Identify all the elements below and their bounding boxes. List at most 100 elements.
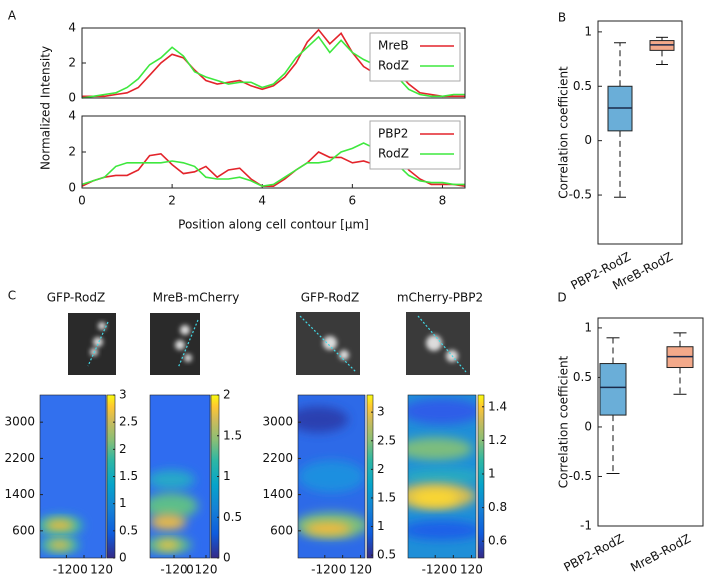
colorbar-tick-label: 2.5 bbox=[119, 415, 138, 429]
cell-signal bbox=[180, 325, 190, 335]
y-tick-label: 4 bbox=[68, 109, 76, 123]
kymograph-intensity bbox=[408, 468, 476, 485]
contour-line bbox=[177, 319, 199, 369]
colorbar-tick-label: 1.5 bbox=[223, 428, 242, 442]
y-tick-label: 0.5 bbox=[573, 370, 592, 384]
y-tick-label: -0.5 bbox=[569, 188, 592, 202]
cell-signal bbox=[184, 354, 192, 362]
kymograph-intensity bbox=[156, 540, 180, 550]
cell-signal bbox=[98, 322, 106, 330]
colorbar-tick-label: 1 bbox=[119, 496, 127, 510]
x-tick-label: -120 bbox=[422, 563, 449, 576]
x-tick-label: -120 bbox=[160, 563, 187, 576]
kymograph bbox=[150, 395, 210, 558]
colorbar-tick-label: 3 bbox=[377, 405, 385, 419]
y-tick-label: 2200 bbox=[262, 451, 293, 465]
colorbar-tick-label: 1 bbox=[223, 469, 231, 483]
kymograph-intensity bbox=[45, 519, 75, 532]
y-tick-label: 0.5 bbox=[573, 79, 592, 93]
x-tick-label: 2 bbox=[168, 194, 176, 208]
y-tick-label: 600 bbox=[12, 523, 35, 537]
cell-signal bbox=[93, 337, 103, 347]
kymograph-intensity bbox=[150, 513, 186, 531]
contour-line bbox=[299, 315, 357, 373]
colorbar-tick-label: 0 bbox=[119, 551, 127, 565]
kymograph-intensity bbox=[408, 437, 473, 461]
x-axis-label: Position along cell contour [μm] bbox=[178, 218, 369, 232]
colorbar-tick-label: 2.5 bbox=[377, 433, 396, 447]
legend-label: PBP2 bbox=[378, 127, 408, 141]
cell-signal bbox=[323, 336, 337, 350]
kymograph-intensity bbox=[150, 492, 198, 519]
legend-label: RodZ bbox=[378, 59, 409, 73]
kymograph-intensity bbox=[408, 398, 476, 425]
y-tick-label: 1 bbox=[584, 24, 592, 38]
y-tick-label: 1400 bbox=[4, 487, 35, 501]
colorbar-tick-label: 2 bbox=[223, 388, 231, 402]
colorbar-tick-label: 1.5 bbox=[377, 490, 396, 504]
x-tick-label: MreB-RodZ bbox=[628, 531, 693, 574]
x-tick-label: 0 bbox=[450, 563, 458, 576]
panel-label: D bbox=[557, 291, 566, 305]
y-tick-label: 600 bbox=[270, 523, 293, 537]
cell-signal bbox=[175, 340, 185, 350]
panel-title: mCherry-PBP2 bbox=[397, 291, 483, 305]
kymograph-intensity bbox=[47, 540, 72, 550]
y-tick-label: 3000 bbox=[262, 415, 293, 429]
x-tick-label: 0 bbox=[78, 194, 86, 208]
x-tick-label: 0 bbox=[80, 563, 88, 576]
x-tick-label: 120 bbox=[195, 563, 218, 576]
panel-title: GFP-RodZ bbox=[301, 291, 359, 305]
heatmap-frame bbox=[39, 394, 107, 559]
x-tick-label: 120 bbox=[349, 563, 372, 576]
colorbar-tick-label: 0.5 bbox=[377, 548, 396, 562]
kymograph-intensity bbox=[298, 406, 349, 433]
colorbar bbox=[366, 394, 374, 559]
x-tick-label: 120 bbox=[90, 563, 113, 576]
contour-line bbox=[87, 321, 109, 367]
panel-label: C bbox=[8, 289, 16, 303]
legend-label: RodZ bbox=[378, 147, 409, 161]
panel-title: MreB-mCherry bbox=[153, 291, 240, 305]
colorbar-tick-label: 3 bbox=[119, 388, 127, 402]
heatmap-frame bbox=[149, 394, 211, 559]
heatmap-frame bbox=[297, 394, 366, 559]
y-tick-label: 1400 bbox=[262, 487, 293, 501]
micrograph bbox=[68, 313, 116, 375]
axes-frame bbox=[81, 27, 466, 99]
y-tick-label: 0 bbox=[68, 91, 76, 105]
kymograph bbox=[408, 395, 476, 558]
colorbar-tick-label: 1 bbox=[488, 466, 496, 480]
x-tick-label: 6 bbox=[349, 194, 357, 208]
kymograph-intensity bbox=[150, 469, 195, 490]
legend-label: MreB bbox=[378, 39, 409, 53]
colorbar-tick-label: 0.6 bbox=[488, 534, 507, 548]
x-tick-label: 0 bbox=[186, 563, 194, 576]
axes-frame bbox=[597, 20, 683, 245]
colorbar-tick-label: 0 bbox=[223, 551, 231, 565]
colorbar-tick-label: 1 bbox=[377, 519, 385, 533]
panel-label: B bbox=[558, 11, 566, 25]
y-tick-label: 2200 bbox=[4, 451, 35, 465]
kymograph bbox=[40, 395, 106, 558]
colorbar-tick-label: 0.5 bbox=[223, 510, 242, 524]
x-tick-label: 8 bbox=[439, 194, 447, 208]
heatmap-frame bbox=[407, 394, 477, 559]
y-tick-label: 2 bbox=[68, 145, 76, 159]
colorbar-tick-label: 2 bbox=[377, 462, 385, 476]
x-tick-label: 4 bbox=[258, 194, 266, 208]
x-tick-label: 0 bbox=[339, 563, 347, 576]
panel-title: GFP-RodZ bbox=[47, 291, 105, 305]
colorbar-tick-label: 1.5 bbox=[119, 469, 138, 483]
colorbar-tick-label: 0.8 bbox=[488, 500, 507, 514]
y-tick-label: 4 bbox=[68, 21, 76, 35]
kymograph bbox=[298, 395, 365, 558]
kymograph-intensity bbox=[411, 489, 460, 506]
x-tick-label: PBP2-RodZ bbox=[562, 531, 627, 574]
legend-box bbox=[369, 120, 461, 170]
y-axis-label: Normalized Intensity bbox=[39, 46, 53, 170]
panel-label: A bbox=[8, 9, 17, 23]
cell-signal bbox=[339, 350, 349, 360]
